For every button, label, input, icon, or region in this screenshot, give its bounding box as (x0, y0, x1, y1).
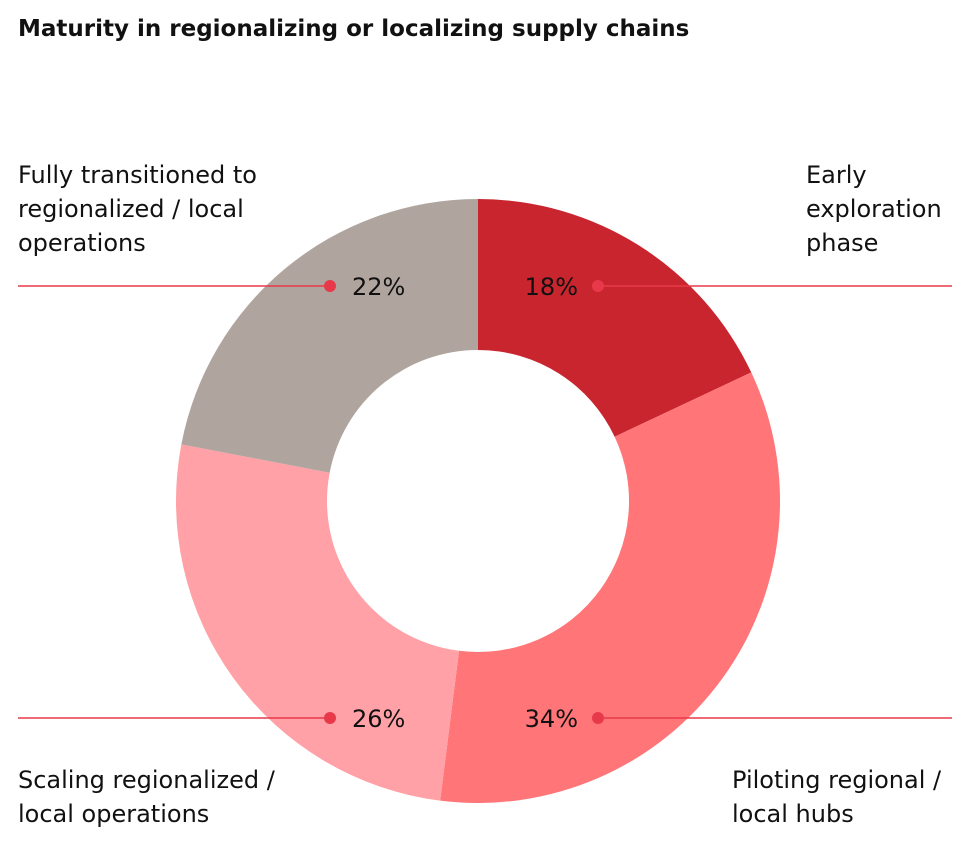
donut-segment (181, 199, 478, 473)
leader-dot (592, 280, 604, 292)
leader-dot (324, 280, 336, 292)
value-label: 22% (352, 273, 405, 301)
chart-title: Maturity in regionalizing or localizing … (18, 16, 690, 42)
category-label: Scaling regionalized / local operations (18, 766, 275, 828)
donut-segment (440, 372, 780, 803)
leader-dot (324, 712, 336, 724)
category-label: Fully transitioned to regionalized / loc… (18, 161, 257, 257)
donut-segment (478, 199, 752, 437)
donut-segment (175, 444, 460, 801)
category-label: Piloting regional / local hubs (732, 766, 942, 828)
value-label: 18% (525, 273, 578, 301)
value-label: 26% (352, 705, 405, 733)
category-label: Early exploration phase (806, 161, 942, 257)
value-label: 34% (525, 705, 578, 733)
leader-dot (592, 712, 604, 724)
